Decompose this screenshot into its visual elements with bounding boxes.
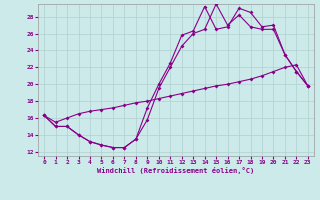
X-axis label: Windchill (Refroidissement éolien,°C): Windchill (Refroidissement éolien,°C): [97, 167, 255, 174]
